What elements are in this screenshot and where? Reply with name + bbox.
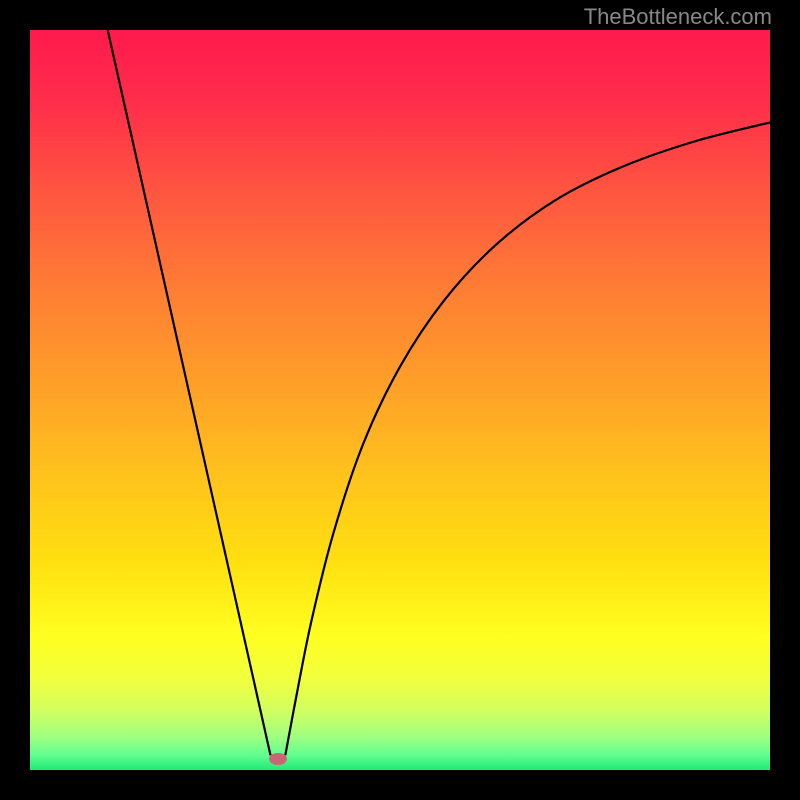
curve-left-branch <box>108 30 271 755</box>
min-marker <box>269 753 287 765</box>
curve-right-branch <box>285 123 770 756</box>
chart-plot-area <box>30 30 770 770</box>
watermark-text: TheBottleneck.com <box>584 4 772 30</box>
bottleneck-curve <box>30 30 770 770</box>
